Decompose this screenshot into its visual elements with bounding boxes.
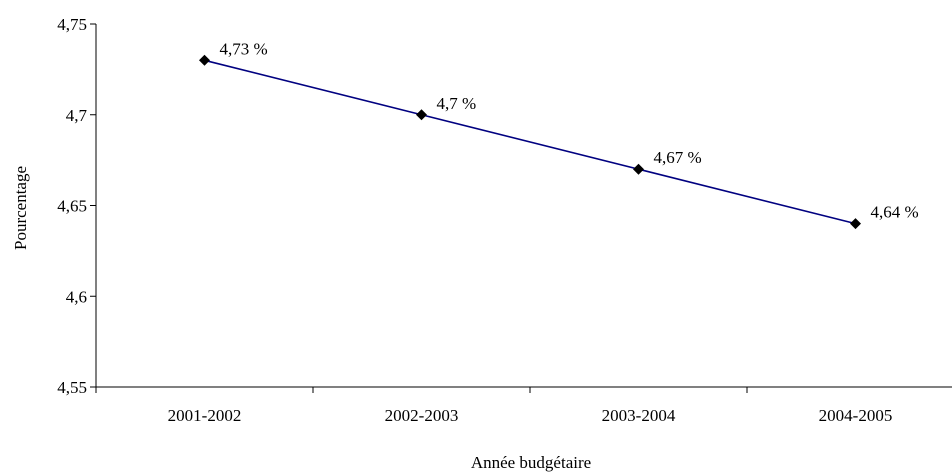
y-tick-label: 4,7 bbox=[66, 106, 88, 125]
y-tick-label: 4,65 bbox=[57, 197, 87, 216]
data-point bbox=[416, 109, 427, 121]
y-axis-title: Pourcentage bbox=[11, 166, 30, 250]
x-tick-label: 2001-2002 bbox=[168, 406, 242, 425]
x-tick-label: 2004-2005 bbox=[819, 406, 893, 425]
data-label: 4,73 % bbox=[220, 39, 268, 58]
y-tick-label: 4,55 bbox=[57, 378, 87, 397]
data-point bbox=[633, 163, 644, 175]
data-point bbox=[850, 218, 861, 230]
data-point bbox=[199, 54, 210, 66]
y-tick-label: 4,75 bbox=[57, 15, 87, 34]
x-tick-label: 2002-2003 bbox=[385, 406, 459, 425]
y-tick-label: 4,6 bbox=[66, 287, 87, 306]
data-label: 4,7 % bbox=[437, 94, 477, 113]
x-tick-label: 2003-2004 bbox=[602, 406, 676, 425]
series-line bbox=[204, 59, 856, 225]
data-label: 4,67 % bbox=[654, 148, 702, 167]
x-axis-title: Année budgétaire bbox=[471, 453, 591, 472]
data-label: 4,64 % bbox=[871, 203, 919, 222]
